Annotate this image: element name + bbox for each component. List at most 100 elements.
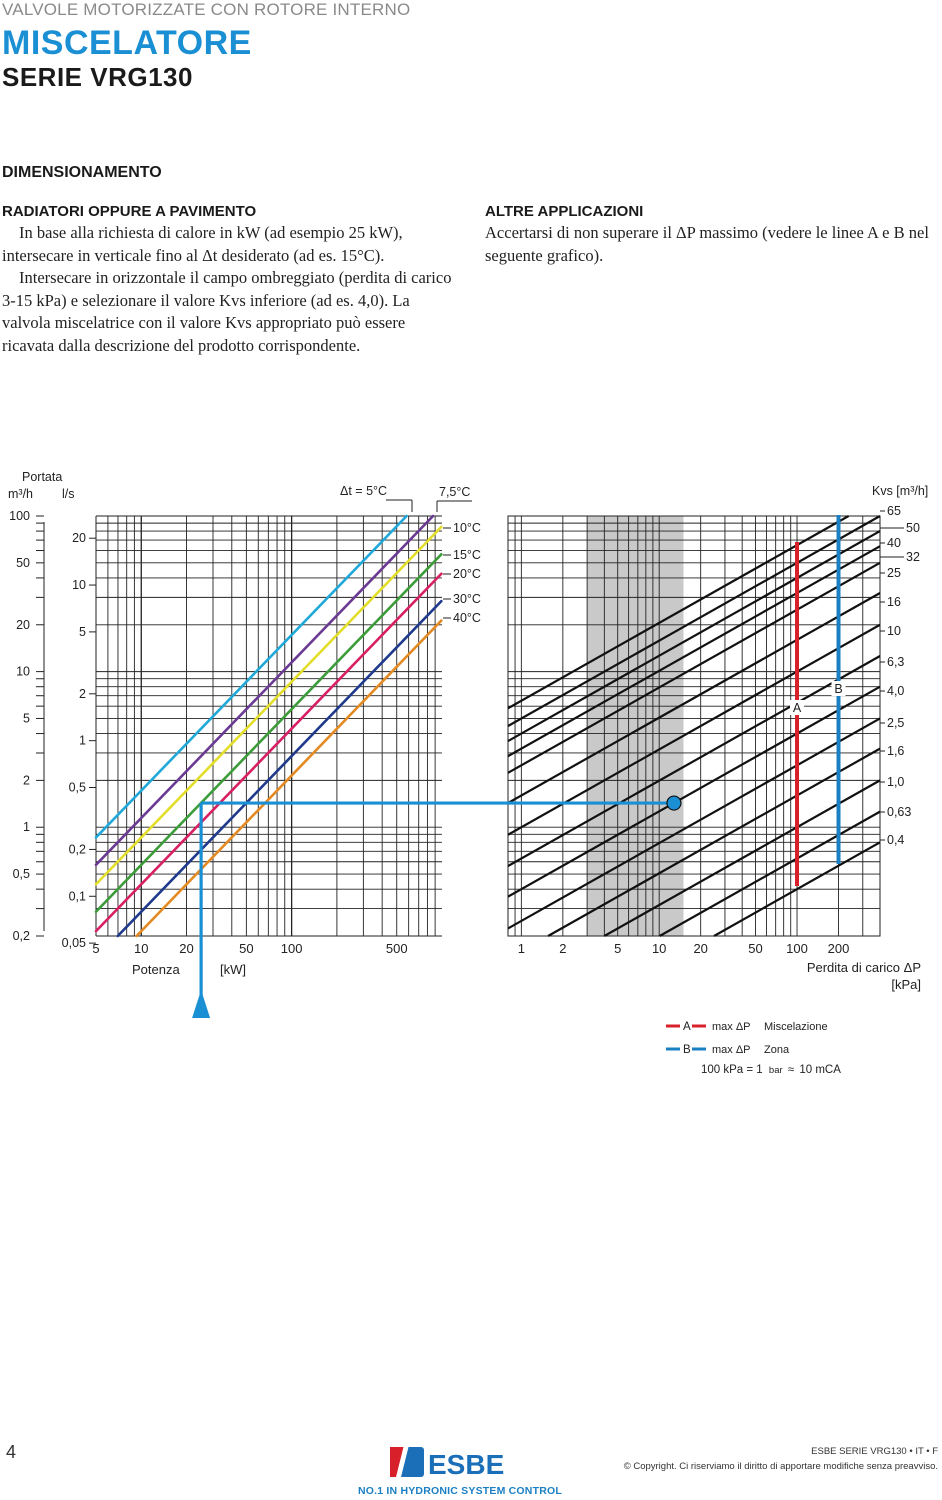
y-tick-m3h: 50 [16, 556, 30, 570]
y-tick-m3h: 0,2 [13, 929, 30, 943]
kvs-line [507, 717, 881, 930]
kvs-line [547, 747, 881, 937]
x-tick-dp: 2 [559, 941, 566, 956]
sizing-chart: Portata m³/h l/s Δt = 5°C 7,5°C Potenza … [8, 470, 928, 1076]
series-label: 10°C [453, 521, 481, 535]
y-tick-m3h: 20 [16, 618, 30, 632]
legend-a-letter: A [683, 1021, 691, 1033]
footer-series: ESBE SERIE VRG130 • IT • F [811, 1446, 938, 1457]
legend-note-a: 100 kPa = 1 [701, 1064, 763, 1076]
legend-a-text: max ΔP [712, 1021, 751, 1033]
example-path [192, 795, 682, 1018]
kvs-label: 16 [887, 595, 901, 609]
series-label: 20°C [453, 567, 481, 581]
kvs-line [507, 623, 881, 836]
x-tick-dp: 1 [518, 941, 525, 956]
dt-label: Δt = 5°C [340, 484, 387, 498]
page-number: 4 [6, 1442, 17, 1462]
left-heading: RADIATORI OPPURE A PAVIMENTO [2, 203, 257, 220]
right-heading: ALTRE APPLICAZIONI [485, 203, 644, 220]
kvs-label: 6,3 [887, 655, 904, 669]
series-line [116, 599, 443, 938]
kvs-label: 2,5 [887, 716, 904, 730]
x-tick-power: 10 [134, 941, 148, 956]
x-tick-power: 100 [281, 941, 303, 956]
example-arrow [192, 990, 211, 1018]
limit-label-bg [831, 681, 846, 696]
example-point [666, 795, 682, 811]
dp-axis-label: Perdita di carico ΔP [807, 960, 921, 975]
y-tick-ls: 10 [72, 578, 86, 592]
left-body: In base alla richiesta di calore in kW (… [2, 222, 454, 357]
series-line [94, 514, 435, 867]
kvs-line [507, 561, 881, 774]
y-tick-m3h: 5 [23, 711, 30, 725]
y-tick-ls: 0,05 [62, 936, 86, 950]
kvs-axis-label: Kvs [m³/h] [872, 484, 928, 498]
logo-mark-stripe [396, 1447, 409, 1477]
legend-note-c: ≈ [788, 1064, 794, 1076]
kvs-line [713, 841, 881, 937]
kvs-label: 0,63 [887, 805, 911, 819]
dt-label-2: 7,5°C [439, 485, 470, 499]
kvs-label: 10 [887, 624, 901, 638]
kvs-pressure-chart: 1 2 5 10 20 50 100 2000,40,631,01,62,54,06,3101… [507, 504, 920, 956]
series-line [135, 619, 443, 938]
kvs-line [603, 779, 881, 937]
y-tick-ls: 1 [79, 734, 86, 748]
kvs-line [659, 810, 881, 937]
x-tick-power: 500 [386, 941, 408, 956]
legend-b-desc: Zona [764, 1044, 790, 1056]
page-title: MISCELATORE [2, 24, 252, 62]
y-tick-ls: 0,1 [69, 889, 86, 903]
legend-a-desc: Miscelazione [764, 1021, 828, 1033]
shaded-range [587, 516, 684, 936]
left-column: RADIATORI OPPURE A PAVIMENTO In base all… [2, 203, 454, 357]
series-line [94, 552, 443, 913]
kvs-line [507, 515, 881, 727]
kvs-line [507, 655, 881, 867]
kvs-label: 4,0 [887, 684, 904, 698]
kvs-line [507, 545, 881, 758]
chart-legend: A max ΔP Miscelazione B max ΔP Zona 100 … [666, 1021, 841, 1076]
x-tick-dp: 20 [693, 941, 707, 956]
limit-label: A [793, 701, 802, 715]
kvs-label: 32 [906, 550, 920, 564]
kvs-line [507, 515, 850, 710]
series-line [94, 572, 443, 933]
kvs-line [507, 685, 881, 898]
limit-label: B [834, 682, 842, 696]
logo-text: ESBE [428, 1449, 504, 1479]
x-tick-power: 5 [92, 941, 99, 956]
y-tick-m3h: 2 [23, 773, 30, 787]
y-tick-m3h: 10 [16, 665, 30, 679]
left-paragraph: In base alla richiesta di calore in kW (… [2, 223, 403, 265]
y-tick-ls: 2 [79, 687, 86, 701]
footer-tagline: NO.1 IN HYDRONIC SYSTEM CONTROL [358, 1485, 562, 1497]
x-axis-unit: [kW] [220, 962, 246, 977]
x-tick-dp: 50 [748, 941, 762, 956]
footer-right: ESBE SERIE VRG130 • IT • F © Copyright. … [624, 1444, 938, 1474]
esbe-logo: ESBE [390, 1447, 504, 1479]
header-kicker: VALVOLE MOTORIZZATE CON ROTORE INTERNO [2, 0, 411, 19]
legend-note-d: 10 mCA [799, 1064, 841, 1076]
kvs-label: 50 [906, 521, 920, 535]
x-tick-dp: 5 [614, 941, 621, 956]
y-tick-ls: 5 [79, 625, 86, 639]
x-tick-dp: 100 [786, 941, 808, 956]
right-paragraph: Accertarsi di non superare il ΔP massimo… [485, 223, 929, 265]
legend-note-b: bar [769, 1065, 783, 1076]
limit-label-bg [790, 700, 805, 715]
x-tick-power: 50 [239, 941, 253, 956]
y-tick-m3h: 0,5 [13, 867, 30, 881]
right-column: ALTRE APPLICAZIONI Accertarsi di non sup… [485, 203, 937, 267]
y-tick-m3h: 1 [23, 820, 30, 834]
y-tick-ls: 20 [72, 531, 86, 545]
y-unit-ls: l/s [62, 487, 75, 501]
y-tick-m3h: 100 [9, 509, 30, 523]
series-label: 30°C [453, 592, 481, 606]
kvs-label: 1,0 [887, 775, 904, 789]
x-tick-power: 20 [179, 941, 193, 956]
legend-b-letter: B [683, 1044, 691, 1056]
y-tick-ls: 0,2 [69, 842, 86, 856]
